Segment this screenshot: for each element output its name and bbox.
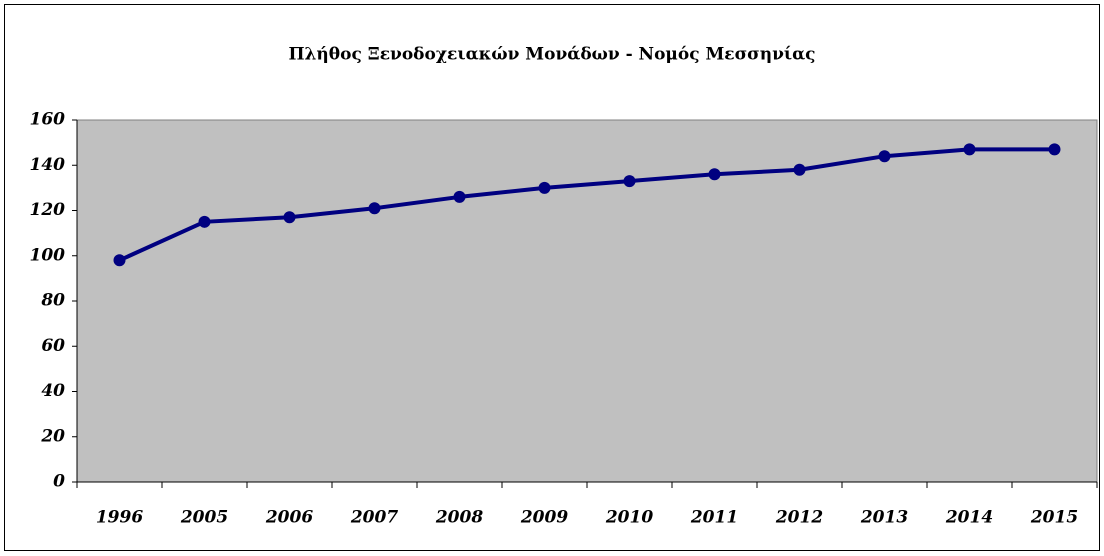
point	[623, 175, 636, 188]
point	[708, 168, 721, 181]
point	[198, 215, 211, 228]
point	[1048, 143, 1061, 156]
y-tick-label: 60	[41, 336, 65, 356]
x-tick-label: 2012	[775, 508, 823, 528]
y-tick-label: 160	[30, 110, 66, 130]
y-tick-label: 80	[40, 291, 65, 311]
line	[118, 147, 1055, 263]
point	[368, 202, 381, 215]
y-tick-label: 20	[40, 426, 65, 446]
x-tick-label: 2006	[265, 508, 313, 528]
chart-title: Πλήθος Ξενοδοχειακών Μονάδων - Νομός Μεσ…	[288, 45, 815, 65]
y-tick-label: 0	[53, 472, 65, 492]
y-tick-label: 100	[30, 245, 66, 265]
point	[283, 211, 296, 224]
point	[793, 163, 806, 176]
plot-area	[76, 119, 1098, 483]
point	[963, 143, 976, 156]
x-tick-label: 2010	[605, 508, 653, 528]
x-tick-label: 2007	[350, 508, 398, 528]
y-tick-label: 140	[30, 155, 66, 175]
point	[538, 181, 551, 194]
x-tick-label: 2014	[945, 508, 993, 528]
x-tick-label: 2008	[435, 508, 483, 528]
x-tick-label: 2011	[690, 508, 738, 528]
x-tick-label: 2005	[180, 508, 228, 528]
point	[453, 190, 466, 203]
x-tick-label: 2009	[520, 508, 568, 528]
x-tick-label: 2015	[1030, 508, 1078, 528]
point	[878, 150, 891, 163]
x-tick-label: 2013	[860, 508, 908, 528]
point	[113, 254, 126, 267]
y-tick-label: 40	[41, 381, 65, 401]
y-tick-label: 120	[30, 200, 66, 220]
x-tick-label: 1996	[96, 508, 143, 528]
